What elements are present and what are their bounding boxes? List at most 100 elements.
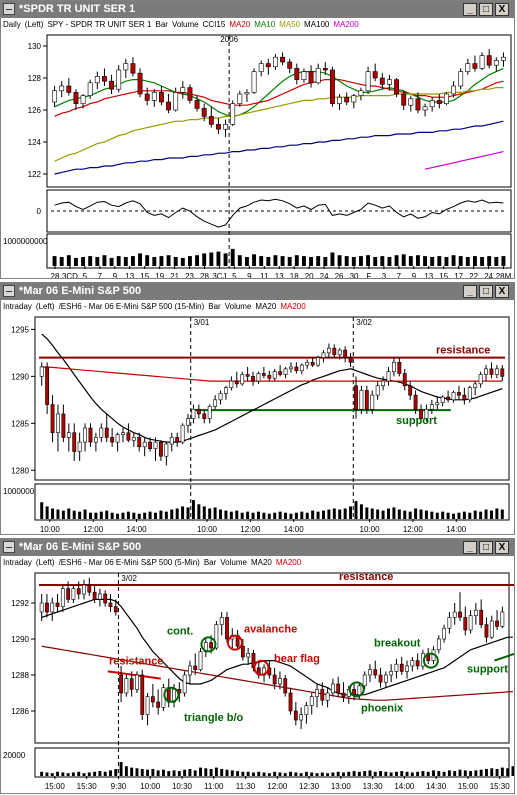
candle-body [88,427,93,443]
volume-bar [468,512,472,519]
candle-body [201,108,207,117]
candle-body [191,408,196,419]
candle-body [153,441,158,449]
candle-body [378,674,383,683]
volume-bar [424,510,428,519]
volume-bar [299,773,303,776]
volume-bar [469,771,473,776]
volume-bar [370,508,374,519]
volume-bar [166,255,171,266]
candle-body [198,651,203,670]
x-tick-label: 11 [260,272,269,278]
x-tick-label: 10:00 [140,782,161,791]
window-menu-icon[interactable] [3,541,15,553]
volume-bar [489,510,493,519]
candle-body [299,714,304,721]
volume-bar [458,769,462,776]
candle-body [397,361,402,374]
volume-bar [114,769,118,776]
volume-bar [387,257,392,266]
candle-body [115,434,120,443]
x-tick-label: 9:30 [111,782,127,791]
close-button[interactable]: X [495,541,509,554]
maximize-button[interactable]: □ [479,3,493,16]
minimize-button[interactable]: _ [463,285,477,298]
volume-bar [430,511,434,519]
es-5min-window[interactable]: *Mar 06 E-Mini S&P 500 _ □ X Intraday (Le… [0,538,515,794]
candle-body [288,692,293,712]
es-15min-window[interactable]: *Mar 06 E-Mini S&P 500 _ □ X Intraday (Le… [0,282,515,535]
volume-bar [405,771,409,776]
es-5min-chart[interactable]: 1286 1288 1290 1292 3/02 20000 15:00 15:30 9:30 1… [1,568,514,793]
minimize-button[interactable]: _ [463,541,477,554]
candle-body [410,660,415,667]
volume-bar [416,771,420,776]
ma-line-ma200 [41,645,513,701]
volume-bar [435,512,439,519]
volume-bar [463,770,467,776]
candle-body [267,375,272,379]
candle-body [131,437,136,441]
candle-body [500,368,505,377]
candle-body [116,69,122,90]
volume-bar [368,770,372,776]
candle-body [196,408,201,415]
maximize-button[interactable]: □ [479,541,493,554]
volume-bar [379,771,383,776]
close-button[interactable]: X [495,3,509,16]
volume-bar [66,255,71,266]
candle-body [180,87,186,93]
volume-bar [116,256,121,266]
x-tick-label: 14:30 [426,782,447,791]
volume-bar [95,257,100,266]
candle-body [354,385,358,410]
candle-body [59,85,65,92]
candle-body [224,387,228,394]
volume-bar [357,771,361,776]
window-menu-icon[interactable] [3,285,15,297]
volume-bar [252,254,257,266]
candle-body [494,368,499,375]
volume-bar [451,255,456,266]
candle-body [87,82,93,96]
close-button[interactable]: X [495,285,509,298]
annotation-label: breakout [374,638,421,650]
candle-body [246,653,251,658]
candle-body [451,392,456,401]
volume-bar [485,769,488,776]
x-tick-label: 17 [454,272,463,278]
candle-body [351,95,357,103]
volume-bar [78,511,82,519]
ma-line-ma50 [54,87,504,162]
x-tick-label: 9 [113,272,118,278]
y-tick-label: 130 [28,42,42,51]
volume-bar [202,253,207,266]
candle-body [76,588,81,595]
volume-bar [40,771,44,776]
spy-daily-window[interactable]: *SPDR TR UNIT SER 1 _ □ X Daily (Left) SPY… [0,0,515,279]
candle-body [55,602,60,607]
legend-item: MA10 [254,20,276,29]
es-15min-chart[interactable]: 1280 1285 1290 1295 3/01 3/02 1000000 10:00 12:0… [1,312,514,534]
volume-bar [241,771,245,776]
window-titlebar[interactable]: *SPDR TR UNIT SER 1 _ □ X [1,1,514,18]
volume-bar [359,504,363,519]
candle-body [265,63,271,68]
candle-body [337,349,342,356]
volume-bar [197,504,201,519]
x-tick-label: 12:00 [267,782,288,791]
candle-body [458,71,464,87]
window-titlebar[interactable]: *Mar 06 E-Mini S&P 500 _ □ X [1,283,514,300]
window-titlebar[interactable]: *Mar 06 E-Mini S&P 500 _ □ X [1,539,514,556]
volume-bar [156,770,160,776]
minimize-button[interactable]: _ [463,3,477,16]
volume-bar [423,256,428,266]
candle-body [472,63,478,69]
volume-bar [511,766,514,776]
volume-bar [323,257,328,266]
maximize-button[interactable]: □ [479,285,493,298]
candle-body [137,437,142,448]
window-menu-icon[interactable] [3,3,15,15]
volume-bar [301,256,306,266]
